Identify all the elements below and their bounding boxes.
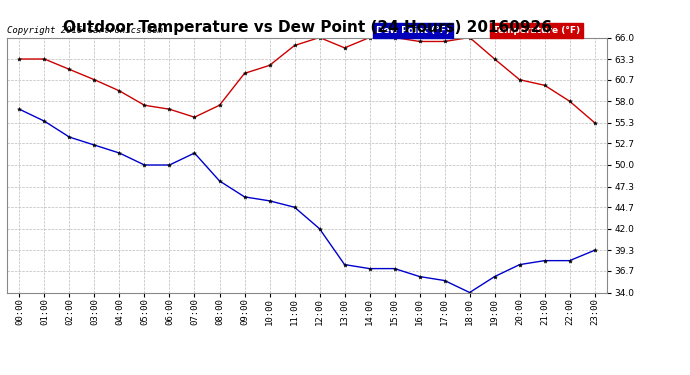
Text: Dew Point (°F): Dew Point (°F) [376,26,450,35]
Text: Temperature (°F): Temperature (°F) [493,26,580,35]
Text: Copyright 2016 Cartronics.com: Copyright 2016 Cartronics.com [7,26,163,35]
Title: Outdoor Temperature vs Dew Point (24 Hours) 20160926: Outdoor Temperature vs Dew Point (24 Hou… [63,20,551,35]
